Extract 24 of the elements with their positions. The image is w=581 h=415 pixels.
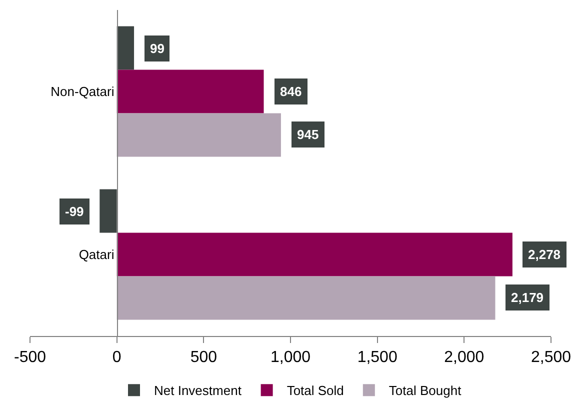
x-tick-label: 2,000 [444, 349, 484, 366]
x-tick-label: 2,500 [530, 349, 572, 366]
x-tick-label: 500 [190, 349, 218, 366]
data-label: 99 [150, 41, 164, 56]
data-label: 846 [280, 84, 302, 99]
x-tick-label: -500 [14, 349, 46, 366]
x-tick-label: 0 [112, 349, 122, 366]
bar [116, 70, 264, 114]
legend-label: Net Investment [154, 383, 242, 398]
bar [116, 276, 496, 320]
bar [100, 189, 117, 233]
data-label: 945 [297, 127, 319, 142]
bar [116, 232, 512, 276]
data-label: 2,179 [511, 290, 544, 305]
y-tick-label: Non-Qatari [50, 84, 114, 100]
legend-label: Total Bought [388, 383, 462, 398]
x-tick-label: 1,500 [357, 349, 398, 366]
bar [116, 113, 281, 157]
data-label: -99 [65, 204, 84, 219]
bar [116, 26, 134, 70]
x-tick-label: 1,000 [270, 349, 311, 366]
legend-label: Total Sold [286, 383, 344, 398]
data-label: 2,278 [528, 247, 561, 262]
y-tick-label: Qatari [78, 247, 114, 262]
